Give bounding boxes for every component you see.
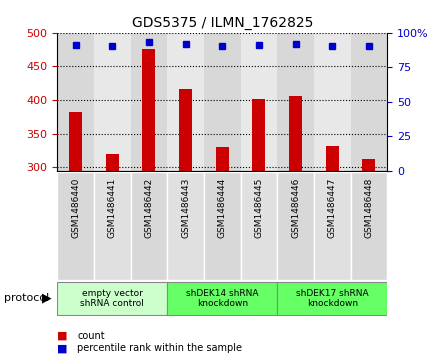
Bar	[277, 33, 314, 171]
Bar	[253, 99, 265, 171]
Bar	[143, 49, 155, 171]
Bar	[94, 33, 131, 171]
Bar	[57, 282, 167, 315]
Bar	[326, 146, 339, 171]
Text: GSM1486443: GSM1486443	[181, 178, 190, 238]
Bar	[69, 112, 82, 171]
Bar	[363, 159, 375, 171]
Text: shDEK17 shRNA
knockdown: shDEK17 shRNA knockdown	[296, 289, 369, 308]
Text: GSM1486445: GSM1486445	[254, 178, 264, 238]
Text: ■: ■	[57, 331, 68, 341]
Bar	[314, 33, 351, 171]
Bar	[277, 172, 314, 280]
Bar	[314, 172, 351, 280]
Text: GSM1486441: GSM1486441	[108, 178, 117, 238]
Bar	[167, 172, 204, 280]
Bar	[57, 33, 94, 171]
Bar	[94, 172, 131, 280]
Text: GSM1486446: GSM1486446	[291, 178, 300, 238]
Bar	[167, 33, 204, 171]
Bar	[179, 89, 192, 171]
Text: GSM1486447: GSM1486447	[328, 178, 337, 238]
Bar	[57, 172, 94, 280]
Bar	[289, 96, 302, 171]
Text: GSM1486444: GSM1486444	[218, 178, 227, 238]
Text: protocol: protocol	[4, 293, 50, 303]
Text: ■: ■	[57, 343, 68, 354]
Text: GSM1486440: GSM1486440	[71, 178, 80, 238]
Bar	[241, 33, 277, 171]
Text: shDEK14 shRNA
knockdown: shDEK14 shRNA knockdown	[186, 289, 258, 308]
Text: GSM1486442: GSM1486442	[144, 178, 154, 238]
Text: GSM1486448: GSM1486448	[364, 178, 374, 238]
Bar	[131, 33, 167, 171]
Text: percentile rank within the sample: percentile rank within the sample	[77, 343, 242, 354]
Bar	[204, 172, 241, 280]
Bar	[241, 172, 277, 280]
Bar	[216, 147, 229, 171]
Bar	[204, 33, 241, 171]
Bar	[351, 33, 387, 171]
Title: GDS5375 / ILMN_1762825: GDS5375 / ILMN_1762825	[132, 16, 313, 30]
Bar	[351, 172, 387, 280]
Bar	[277, 282, 387, 315]
Bar	[106, 154, 119, 171]
Bar	[131, 172, 167, 280]
Text: empty vector
shRNA control: empty vector shRNA control	[80, 289, 144, 308]
Bar	[167, 282, 277, 315]
Text: count: count	[77, 331, 105, 341]
Text: ▶: ▶	[42, 291, 51, 304]
